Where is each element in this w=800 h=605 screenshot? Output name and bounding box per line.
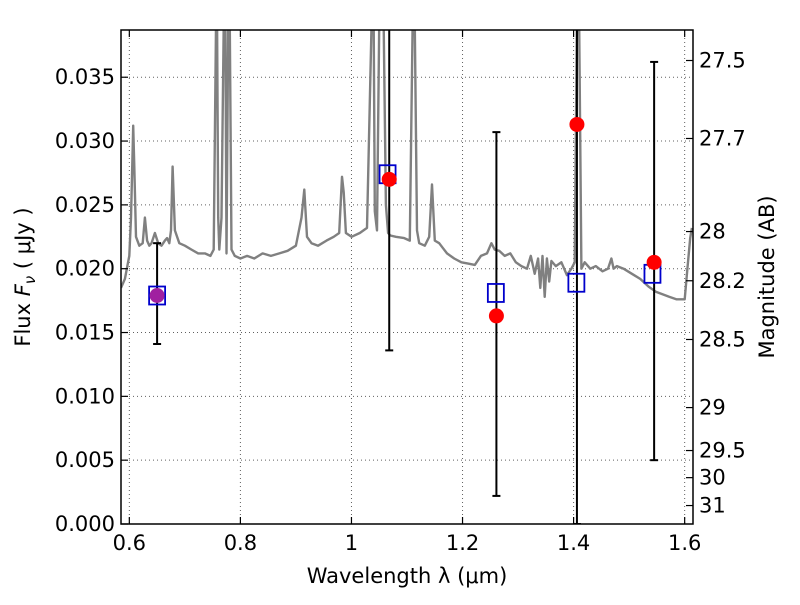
x-axis-label: Wavelength λ (μm) — [307, 564, 508, 588]
observed-point — [646, 254, 662, 270]
y-tick-label: 0.015 — [55, 321, 115, 345]
x-tick-label: 1.4 — [557, 531, 590, 555]
y2-tick-label: 28 — [699, 220, 726, 244]
y2-tick-label: 31 — [699, 494, 726, 518]
y-tick-label: 0.005 — [55, 448, 115, 472]
y2-tick-label: 29 — [699, 396, 726, 420]
plot-frame — [120, 29, 694, 525]
y-axis-label-symbol: F — [11, 283, 35, 296]
y-tick-label: 0.020 — [55, 257, 115, 281]
x-tick-label: 0.6 — [113, 531, 146, 555]
y2-axis-label: Magnitude (AB) — [755, 195, 779, 358]
observed-point — [569, 116, 585, 132]
y-axis-label-unit: ( μJy ) — [11, 207, 35, 275]
y2-tick-label: 27.5 — [699, 49, 746, 73]
y2-tick-label: 28.5 — [699, 327, 746, 351]
x-tick-label: 1.6 — [668, 531, 701, 555]
y-axis-ticks: 0.000 0.005 0.010 0.015 0.020 0.025 0.030 0.035 — [55, 65, 128, 536]
y-axis-label: Flux Fν ( μJy ) — [11, 207, 39, 346]
y-tick-label: 0.035 — [55, 65, 115, 89]
y2-tick-label: 27.7 — [699, 126, 746, 150]
y2-axis-ticks: 27.5 27.7 28 28.2 28.5 29 29.5 30 31 — [686, 49, 746, 518]
x-axis-ticks: 0.6 0.8 1 1.2 1.4 1.6 — [113, 30, 701, 555]
x-tick-label: 1.2 — [446, 531, 479, 555]
observed-point — [488, 308, 504, 324]
y-tick-label: 0.025 — [55, 193, 115, 217]
x-tick-label: 0.8 — [224, 531, 257, 555]
y-tick-label: 0.010 — [55, 384, 115, 408]
x-tick-label: 1 — [345, 531, 358, 555]
y2-tick-label: 30 — [699, 466, 726, 490]
observed-point — [149, 288, 165, 304]
y-axis-label-subscript: ν — [21, 276, 39, 284]
observed-points — [149, 116, 662, 324]
model-point — [148, 285, 166, 306]
y-tick-label: 0.030 — [55, 129, 115, 153]
model-point — [567, 272, 586, 293]
y-axis-label-prefix: Flux — [11, 296, 35, 346]
y2-tick-label: 28.2 — [699, 269, 746, 293]
y-tick-label: 0.000 — [55, 512, 115, 536]
y2-tick-label: 29.5 — [699, 439, 746, 463]
model-point — [486, 283, 505, 303]
observed-point — [381, 171, 397, 187]
